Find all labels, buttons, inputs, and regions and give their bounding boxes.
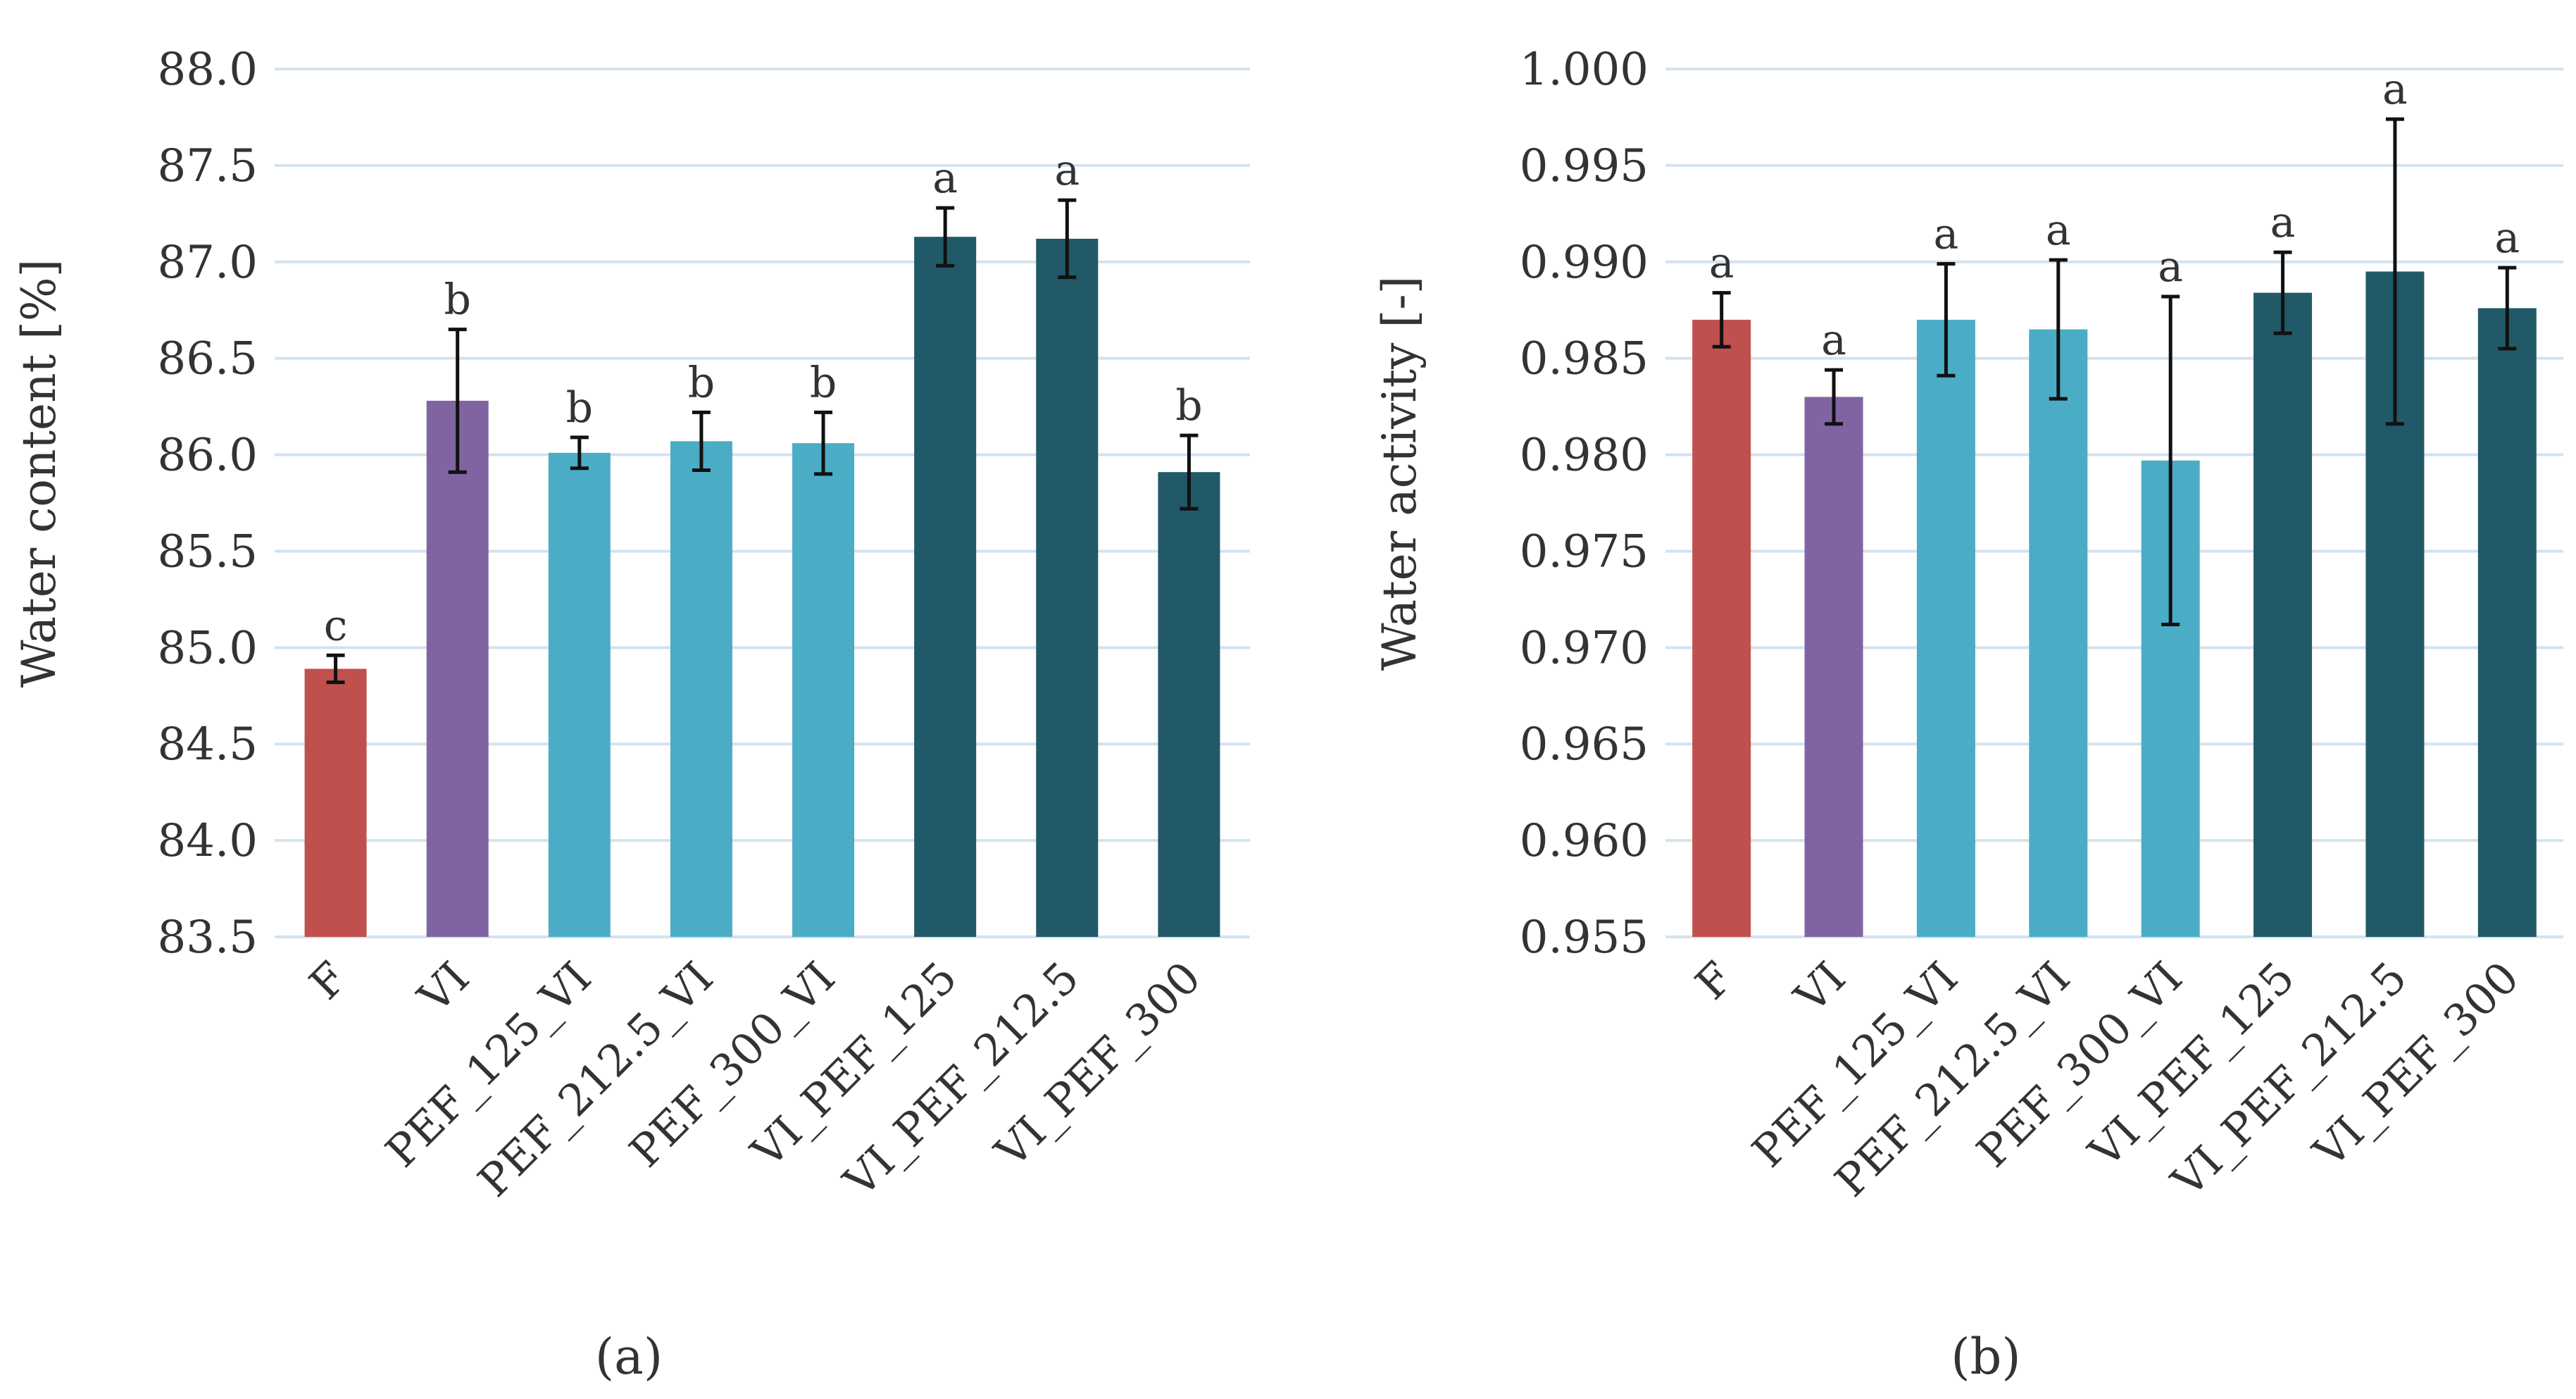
- significance-letter: c: [324, 601, 348, 650]
- error-bar: [2273, 250, 2292, 335]
- bar-PEF_125_VI: [1916, 319, 1975, 937]
- significance-letter: b: [444, 275, 470, 325]
- bar-VI_PEF_212.5: [1036, 238, 1099, 937]
- y-tick-label: 87.5: [158, 140, 258, 192]
- panel-label: (b): [1951, 1328, 2020, 1386]
- error-bar: [814, 410, 833, 476]
- y-tick-label: 85.0: [158, 622, 258, 674]
- y-tick-label: 83.5: [158, 912, 258, 964]
- significance-letter: a: [2158, 242, 2183, 292]
- y-tick-label: 87.0: [158, 237, 258, 289]
- x-category-labels: F VIPEF_125_VIPEF_212.5_VIPEF_300_VIVI_PE…: [299, 952, 1211, 1207]
- y-tick-label: 0.980: [1520, 430, 1649, 482]
- significance-letter: a: [2270, 198, 2296, 247]
- bar-VI_PEF_125: [914, 237, 977, 938]
- error-bar: [1180, 433, 1199, 511]
- y-tick-label: 86.5: [158, 333, 258, 385]
- y-tick-label: 0.995: [1520, 140, 1649, 192]
- significance-letter: a: [1054, 146, 1080, 195]
- error-bar: [448, 328, 467, 474]
- y-tick-label: 88.0: [158, 44, 258, 96]
- significance-letter: a: [2494, 213, 2520, 263]
- error-bar: [1058, 198, 1077, 280]
- significance-letter: a: [1709, 239, 1734, 288]
- x-category-label: VI: [1784, 952, 1855, 1023]
- significance-letter: a: [2382, 65, 2408, 114]
- significance-letters: c b b b b a a b: [324, 146, 1203, 650]
- y-tick-label: 0.960: [1520, 815, 1649, 867]
- y-tick-labels: 0.955 0.960 0.965 0.970 0.975 0.980 0.985 0.990…: [1520, 44, 1649, 964]
- bar-VI_PEF_300: [2477, 308, 2537, 937]
- y-tick-label: 0.985: [1520, 333, 1649, 385]
- panel-a-water-content: 83.5 84.0 84.5 85.0 85.5 86.0 86.5 87.0 87.5 88.0…: [12, 44, 1250, 1386]
- bar-VI: [426, 400, 489, 937]
- significance-letter: a: [2046, 206, 2071, 255]
- significance-letter: a: [1821, 316, 1846, 365]
- error-bar: [1712, 291, 1731, 349]
- bars: [1692, 271, 2537, 938]
- error-bar: [2161, 294, 2180, 626]
- panel-label: (a): [595, 1328, 663, 1386]
- error-bar: [1937, 262, 1956, 378]
- grid-lines: [275, 68, 1250, 938]
- error-bar: [1825, 368, 1844, 426]
- bar-F: [1692, 319, 1751, 937]
- error-bar: [2498, 266, 2517, 351]
- bar-F: [304, 669, 367, 937]
- y-tick-label: 0.975: [1520, 526, 1649, 578]
- bar-VI_PEF_300: [1158, 472, 1220, 937]
- x-category-label: VI: [408, 952, 479, 1023]
- y-tick-label: 0.990: [1520, 237, 1649, 289]
- error-bar: [2385, 117, 2404, 426]
- significance-letter: b: [810, 358, 837, 407]
- y-axis-title: Water content [%]: [12, 259, 66, 688]
- x-category-label: F: [299, 952, 357, 1009]
- y-tick-labels: 83.5 84.0 84.5 85.0 85.5 86.0 86.5 87.0 87.5 88.0: [158, 44, 258, 964]
- error-bar: [692, 410, 711, 472]
- y-tick-label: 84.0: [158, 815, 258, 867]
- error-bars: [1712, 117, 2517, 626]
- significance-letter: a: [1934, 210, 1959, 259]
- bar-VI: [1804, 397, 1863, 937]
- significance-letter: a: [932, 154, 958, 203]
- y-tick-label: 84.5: [158, 719, 258, 771]
- significance-letter: b: [688, 358, 715, 407]
- bar-PEF_212.5_VI: [670, 441, 732, 937]
- bar-PEF_125_VI: [548, 452, 611, 937]
- error-bar: [936, 206, 955, 268]
- bar-VI_PEF_125: [2253, 292, 2313, 937]
- y-tick-label: 0.965: [1520, 719, 1649, 771]
- error-bars: [326, 198, 1199, 685]
- error-bar: [326, 653, 345, 685]
- panel-b-water-activity: 0.955 0.960 0.965 0.970 0.975 0.980 0.985 0.990…: [1373, 44, 2563, 1386]
- y-tick-label: 0.970: [1520, 622, 1649, 674]
- x-category-labels: F VIPEF_125_VIPEF_212.5_VIPEF_300_VIVI_PE…: [1685, 952, 2529, 1207]
- significance-letter: b: [566, 383, 593, 433]
- grid-lines: [1665, 68, 2563, 938]
- significance-letters: a a a a a a a a: [1709, 65, 2520, 365]
- y-tick-label: 1.000: [1520, 44, 1649, 96]
- y-tick-label: 0.955: [1520, 912, 1649, 964]
- y-tick-label: 86.0: [158, 430, 258, 482]
- error-bar: [2049, 258, 2068, 401]
- x-category-label: F: [1685, 952, 1743, 1009]
- significance-letter: b: [1175, 381, 1202, 430]
- error-bar: [570, 435, 589, 471]
- bars: [304, 237, 1220, 938]
- y-axis-title: Water activity [-]: [1373, 276, 1427, 671]
- bar-PEF_212.5_VI: [2029, 329, 2088, 938]
- bar-PEF_300_VI: [792, 443, 855, 937]
- y-tick-label: 85.5: [158, 526, 258, 578]
